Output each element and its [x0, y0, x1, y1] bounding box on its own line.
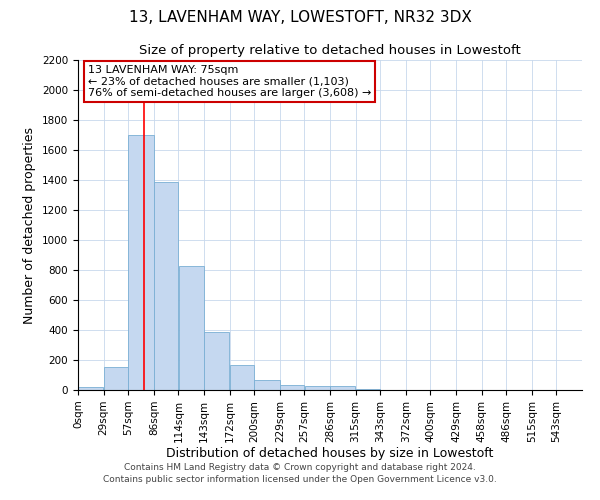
- Bar: [204, 332, 229, 390]
- Bar: [78, 387, 103, 390]
- Text: Contains HM Land Registry data © Crown copyright and database right 2024.: Contains HM Land Registry data © Crown c…: [124, 464, 476, 472]
- Title: Size of property relative to detached houses in Lowestoft: Size of property relative to detached ho…: [139, 44, 521, 58]
- Bar: [305, 386, 330, 390]
- Text: 13 LAVENHAM WAY: 75sqm
← 23% of detached houses are smaller (1,103)
76% of semi-: 13 LAVENHAM WAY: 75sqm ← 23% of detached…: [88, 65, 371, 98]
- Bar: [330, 386, 355, 390]
- X-axis label: Distribution of detached houses by size in Lowestoft: Distribution of detached houses by size …: [166, 448, 494, 460]
- Text: Contains public sector information licensed under the Open Government Licence v3: Contains public sector information licen…: [103, 474, 497, 484]
- Bar: [230, 365, 254, 390]
- Bar: [254, 380, 280, 390]
- Bar: [128, 135, 154, 390]
- Bar: [356, 389, 380, 390]
- Bar: [104, 367, 128, 390]
- Bar: [280, 385, 304, 390]
- Y-axis label: Number of detached properties: Number of detached properties: [23, 126, 37, 324]
- Bar: [154, 182, 178, 390]
- Bar: [179, 266, 204, 390]
- Text: 13, LAVENHAM WAY, LOWESTOFT, NR32 3DX: 13, LAVENHAM WAY, LOWESTOFT, NR32 3DX: [128, 10, 472, 25]
